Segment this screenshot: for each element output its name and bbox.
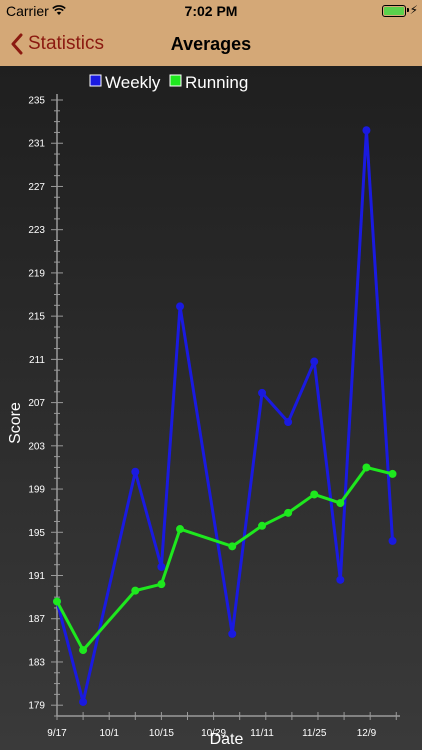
data-point-running	[336, 499, 345, 508]
wifi-icon	[52, 5, 66, 15]
chart-axes: 179 183 187 191 195 199 203 207 211 215 219 223 227 2…	[28, 94, 400, 739]
back-button-label: Statistics	[28, 33, 105, 54]
y-tick-label: 211	[29, 355, 45, 366]
x-tick-label: 12/9	[357, 728, 377, 739]
y-tick-label: 187	[28, 614, 45, 625]
y-tick-label: 215	[28, 312, 45, 323]
series-running	[53, 463, 397, 655]
x-tick-label: 11/11	[250, 728, 274, 739]
battery-tip	[407, 8, 409, 12]
series-weekly	[53, 126, 397, 706]
status-bar: Carrier 7:02 PM ⚡	[0, 0, 422, 22]
data-point-weekly	[362, 126, 371, 135]
legend-swatch-weekly	[89, 74, 102, 87]
data-point-running	[131, 586, 140, 595]
y-tick-label: 199	[28, 485, 45, 496]
data-point-running	[284, 508, 293, 517]
data-point-running	[258, 521, 267, 530]
status-time: 7:02 PM	[184, 3, 238, 19]
y-tick-label: 231	[28, 139, 45, 150]
data-point-weekly	[336, 575, 345, 584]
charging-icon: ⚡	[409, 3, 418, 17]
data-point-running	[79, 646, 88, 655]
series-line-weekly	[55, 128, 395, 704]
data-point-weekly	[157, 562, 166, 571]
x-tick-label: 10/1	[99, 728, 119, 739]
back-button[interactable]: Statistics	[10, 22, 104, 66]
legend-swatch-running	[169, 74, 182, 87]
carrier-label: Carrier	[6, 3, 49, 19]
y-tick-label: 191	[28, 571, 45, 582]
chart-series	[53, 126, 397, 706]
battery-icon	[382, 5, 406, 17]
legend-label-running: Running	[185, 73, 248, 92]
data-point-running	[157, 580, 166, 589]
data-point-weekly	[258, 388, 267, 397]
data-point-running	[228, 542, 237, 551]
x-axis-label: Date	[210, 731, 244, 748]
chart-legend: Weekly Running	[89, 73, 248, 92]
y-tick-label: 183	[28, 657, 45, 668]
data-point-running	[310, 490, 319, 499]
y-tick-label: 207	[28, 398, 45, 409]
legend-label-weekly: Weekly	[105, 73, 161, 92]
data-point-weekly	[79, 697, 88, 706]
data-point-weekly	[284, 418, 293, 427]
data-point-weekly	[131, 467, 140, 476]
navigation-bar: Statistics Averages	[0, 22, 422, 66]
y-tick-label: 227	[28, 182, 45, 193]
series-line-running	[55, 465, 393, 652]
x-tick-label: 10/15	[149, 728, 174, 739]
y-tick-label: 179	[28, 701, 45, 712]
data-point-weekly	[228, 629, 237, 638]
y-tick-label: 195	[28, 528, 45, 539]
data-point-running	[53, 597, 61, 606]
data-point-running	[176, 525, 185, 534]
chevron-left-icon	[11, 33, 23, 55]
y-tick-label: 235	[28, 96, 45, 107]
y-tick-label: 203	[28, 441, 45, 452]
data-point-weekly	[310, 357, 319, 366]
data-point-weekly	[388, 536, 397, 545]
averages-chart: Weekly Running 179 183 187 191 195 199 203 207 21…	[7, 73, 400, 748]
x-tick-label: 10/29	[201, 728, 226, 739]
data-point-running	[362, 463, 371, 472]
y-tick-label: 219	[28, 268, 45, 279]
y-axis-label: Score	[7, 402, 24, 444]
data-point-weekly	[176, 302, 185, 311]
data-point-running	[388, 469, 397, 478]
x-tick-label: 11/25	[302, 728, 327, 739]
x-tick-label: 9/17	[47, 728, 67, 739]
y-tick-label: 223	[28, 225, 45, 236]
